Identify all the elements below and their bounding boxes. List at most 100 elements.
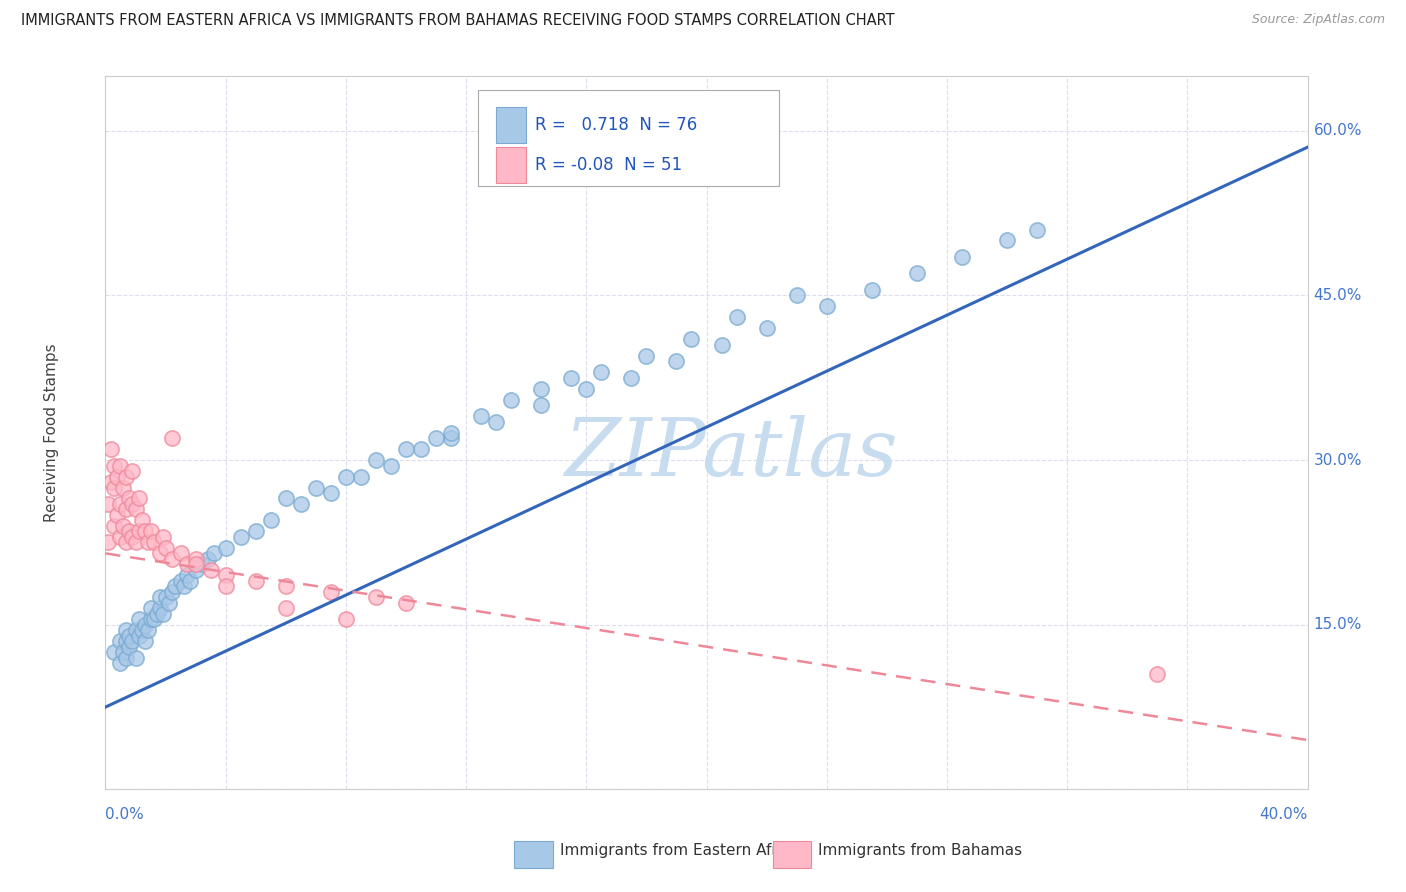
Point xyxy=(274,491,297,506)
Point xyxy=(440,425,463,440)
FancyBboxPatch shape xyxy=(478,90,779,186)
Point xyxy=(995,234,1018,248)
Point xyxy=(124,624,146,638)
Point xyxy=(118,629,141,643)
Point xyxy=(128,629,150,643)
Point xyxy=(380,458,402,473)
Text: 30.0%: 30.0% xyxy=(1313,452,1362,467)
Point xyxy=(197,552,219,566)
Text: R =   0.718  N = 76: R = 0.718 N = 76 xyxy=(534,116,697,134)
Point xyxy=(155,541,177,555)
Text: IMMIGRANTS FROM EASTERN AFRICA VS IMMIGRANTS FROM BAHAMAS RECEIVING FOOD STAMPS : IMMIGRANTS FROM EASTERN AFRICA VS IMMIGR… xyxy=(21,13,894,29)
Point xyxy=(115,650,138,665)
Point xyxy=(681,332,703,346)
Point xyxy=(128,524,150,539)
Point xyxy=(148,601,170,615)
Point xyxy=(710,338,733,352)
Point xyxy=(214,579,236,593)
Point xyxy=(1026,222,1049,236)
Point xyxy=(148,591,170,605)
Point xyxy=(121,497,143,511)
Point xyxy=(214,568,236,582)
Point xyxy=(110,634,132,648)
Point xyxy=(131,624,153,638)
Point xyxy=(160,431,183,445)
Point xyxy=(148,546,170,560)
Text: ZIPatlas: ZIPatlas xyxy=(564,416,897,492)
Point xyxy=(335,612,357,626)
Point xyxy=(950,250,973,264)
Point xyxy=(118,524,141,539)
Point xyxy=(103,519,125,533)
Point xyxy=(184,563,207,577)
Point xyxy=(155,591,177,605)
Point xyxy=(121,634,143,648)
Point xyxy=(124,502,146,516)
Point xyxy=(131,513,153,527)
Point xyxy=(139,612,162,626)
Point xyxy=(485,415,508,429)
Point xyxy=(97,535,120,549)
Bar xyxy=(496,147,526,183)
Point xyxy=(112,645,135,659)
Point xyxy=(176,558,198,572)
Point xyxy=(110,656,132,670)
Point xyxy=(112,481,135,495)
Point xyxy=(139,601,162,615)
Bar xyxy=(496,107,526,143)
Point xyxy=(190,558,212,572)
Point xyxy=(860,283,883,297)
Point xyxy=(290,497,312,511)
Point xyxy=(160,552,183,566)
Bar xyxy=(773,841,811,868)
Point xyxy=(107,469,129,483)
Point xyxy=(530,398,553,412)
Point xyxy=(152,530,174,544)
Point xyxy=(1146,667,1168,681)
Point xyxy=(142,612,165,626)
Point xyxy=(440,431,463,445)
Point xyxy=(134,634,156,648)
Text: 40.0%: 40.0% xyxy=(1260,807,1308,822)
Point xyxy=(163,579,186,593)
Point xyxy=(139,524,162,539)
Point xyxy=(118,640,141,654)
Text: R = -0.08  N = 51: R = -0.08 N = 51 xyxy=(534,156,682,174)
Point xyxy=(200,563,222,577)
Point xyxy=(395,442,418,456)
Point xyxy=(184,558,207,572)
Point xyxy=(124,535,146,549)
Text: Source: ZipAtlas.com: Source: ZipAtlas.com xyxy=(1251,13,1385,27)
Text: Immigrants from Bahamas: Immigrants from Bahamas xyxy=(818,843,1022,857)
Point xyxy=(152,607,174,621)
Point xyxy=(157,596,180,610)
Point xyxy=(591,365,613,379)
Point xyxy=(665,354,688,368)
Point xyxy=(115,535,138,549)
Point xyxy=(142,535,165,549)
Point xyxy=(725,310,748,325)
Point xyxy=(179,574,201,588)
Point xyxy=(169,546,191,560)
Point xyxy=(274,601,297,615)
Point xyxy=(169,574,191,588)
Point xyxy=(305,481,328,495)
Point xyxy=(115,634,138,648)
Point xyxy=(103,481,125,495)
Point xyxy=(905,267,928,281)
Point xyxy=(755,321,778,335)
Point xyxy=(121,464,143,478)
Point xyxy=(636,349,658,363)
Point xyxy=(620,370,643,384)
Text: Receiving Food Stamps: Receiving Food Stamps xyxy=(44,343,59,522)
Point xyxy=(319,584,342,599)
Text: 45.0%: 45.0% xyxy=(1313,288,1362,303)
Point xyxy=(395,596,418,610)
Point xyxy=(145,607,167,621)
Point xyxy=(110,530,132,544)
Point xyxy=(97,497,120,511)
Point xyxy=(110,497,132,511)
Text: Immigrants from Eastern Africa: Immigrants from Eastern Africa xyxy=(560,843,800,857)
Point xyxy=(134,524,156,539)
Point xyxy=(176,568,198,582)
